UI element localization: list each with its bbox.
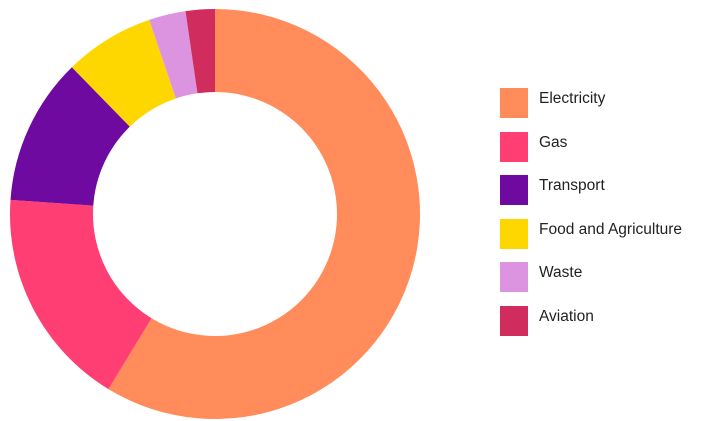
donut-slice-gas xyxy=(9,199,152,390)
donut-slice-electricity xyxy=(108,9,421,419)
legend-item-food-and-agriculture: Food and Agriculture xyxy=(500,218,706,263)
legend-swatch-transport xyxy=(500,175,528,205)
legend-label-transport: Transport xyxy=(539,177,605,194)
legend-swatch-waste xyxy=(500,262,528,292)
legend-swatch-food-and-agriculture xyxy=(500,218,528,249)
legend-item-transport: Transport xyxy=(500,175,706,219)
donut-slice-food-and-agriculture xyxy=(71,19,176,127)
legend-label-aviation: Aviation xyxy=(539,307,594,325)
legend-label-electricity: Electricity xyxy=(539,90,606,107)
legend-label-gas: Gas xyxy=(539,133,568,151)
legend: Electricity Gas Transport Food and Agric… xyxy=(500,88,706,349)
legend-item-electricity: Electricity xyxy=(500,88,706,132)
legend-item-aviation: Aviation xyxy=(500,305,706,350)
donut-slice-waste xyxy=(149,11,198,99)
donut-slice-transport xyxy=(10,67,130,206)
legend-label-waste: Waste xyxy=(539,264,583,281)
legend-swatch-electricity xyxy=(500,88,528,118)
legend-label-food-and-agriculture: Food and Agriculture xyxy=(539,220,683,238)
legend-item-waste: Waste xyxy=(500,262,706,306)
legend-item-gas: Gas xyxy=(500,131,706,176)
legend-swatch-aviation xyxy=(500,305,528,336)
legend-swatch-gas xyxy=(500,131,528,162)
donut-slice-aviation xyxy=(185,9,215,94)
